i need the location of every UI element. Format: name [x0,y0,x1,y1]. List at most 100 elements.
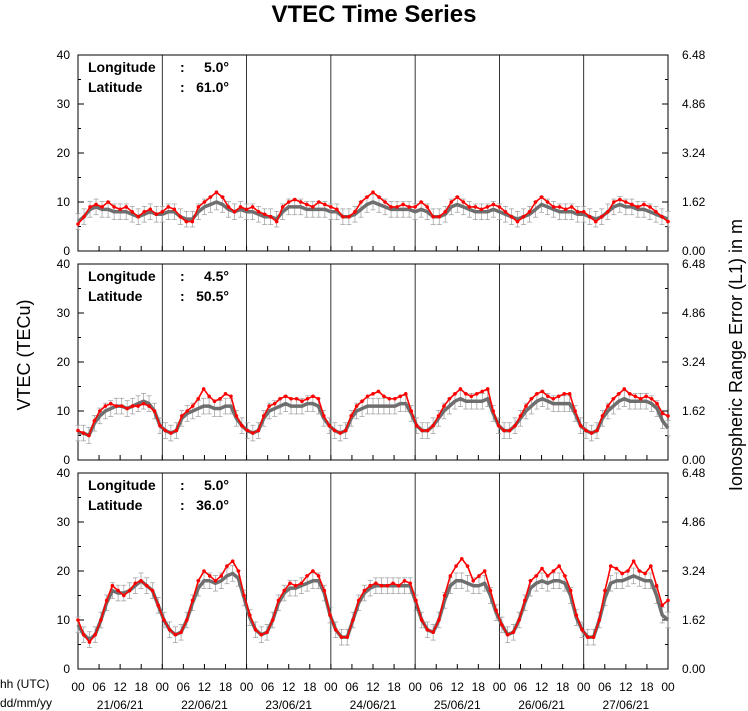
observed-point [477,574,481,578]
observed-point [185,409,190,413]
observed-point [573,409,577,413]
observed-point [447,396,452,401]
observed-point [485,205,490,209]
observed-point [286,200,291,204]
observed-point [368,583,372,588]
x-hour-tick-label: 06 [598,680,612,694]
observed-point [627,392,632,396]
observed-point [469,394,474,399]
observed-point [174,428,179,433]
model-series-line [76,200,669,223]
observed-point [666,219,670,224]
observed-point [528,579,533,583]
observed-point [92,419,97,423]
observed-point [603,588,607,593]
observed-point [141,401,146,406]
x-date-label: 25/06/21 [434,698,481,711]
x-hour-tick-label: 00 [577,680,591,694]
x-hour-tick-label: 18 [387,680,401,694]
observed-point [502,428,506,433]
observed-point [178,214,183,219]
observed-point [179,630,183,635]
latitude-separator: : [180,79,185,95]
observed-point [533,200,538,204]
observed-point [212,399,217,404]
observed-point [591,635,596,639]
observed-point [453,392,457,396]
chart-title: VTEC Time Series [272,1,477,28]
observed-point [473,205,478,209]
observed-point [136,214,141,219]
observed-point [660,411,665,416]
x-hour-tick-label: 06 [92,680,106,694]
observed-point [127,588,132,593]
observed-point [270,618,275,622]
x-hour-tick-label: 06 [430,680,444,694]
observed-point [563,574,567,578]
observed-point [377,195,381,199]
observed-point [649,396,654,401]
observed-point [431,423,435,428]
y-tick-label-right: 4.86 [682,515,706,529]
x-date-label: 21/06/21 [97,698,144,711]
observed-point [500,623,504,627]
observed-point [214,190,219,194]
observed-point [401,202,405,207]
observed-point [521,214,526,219]
y-tick-label-left: 0 [63,244,70,258]
observed-point [234,414,239,418]
observed-point [527,210,532,214]
observed-point [586,635,590,639]
observed-point [322,588,327,593]
y-tick-label-right: 1.62 [682,195,706,209]
observed-point [396,583,401,588]
y-tick-label-left: 0 [63,453,70,467]
observed-point [242,593,246,598]
observed-point [356,598,361,603]
observed-point [654,210,658,214]
observed-point [184,219,189,224]
y-tick-label-left: 10 [57,195,71,209]
observed-point [108,401,113,406]
observed-point [172,207,177,212]
observed-point [630,202,634,207]
observed-point [185,618,189,622]
longitude-separator: : [180,268,185,284]
observed-point [288,581,292,586]
observed-point [144,583,149,588]
observed-point [311,394,315,399]
observed-point [448,574,453,578]
observed-point [649,564,653,568]
observed-point [354,404,359,408]
observed-point [638,396,643,401]
x-hour-tick-label: 06 [177,680,191,694]
observed-point [540,566,544,571]
x-hour-tick-label: 12 [619,680,633,694]
observed-point [488,588,493,593]
observed-point [333,628,338,632]
observed-point [148,207,153,212]
observed-point [268,214,273,219]
observed-point [376,389,381,394]
y-tick-label-right: 1.62 [682,404,706,418]
observed-point [385,583,390,588]
observed-point [244,207,249,212]
observed-point [93,632,97,637]
observed-point [202,200,207,204]
observed-point [208,195,213,199]
observed-point [425,628,430,632]
x-hour-tick-label: 06 [345,680,359,694]
observed-point [223,392,228,396]
observed-point [517,618,521,622]
observed-point [642,202,646,207]
observed-point [419,200,423,204]
latitude-label: Latitude [88,497,143,513]
observed-point [509,214,514,219]
observed-point [294,396,299,401]
observed-point [535,392,539,396]
x-hour-tick-label: 12 [282,680,296,694]
observed-point [551,569,556,573]
observed-point [304,202,309,207]
y-tick-label-right: 6.48 [682,466,706,480]
longitude-value: 4.5° [204,268,229,284]
